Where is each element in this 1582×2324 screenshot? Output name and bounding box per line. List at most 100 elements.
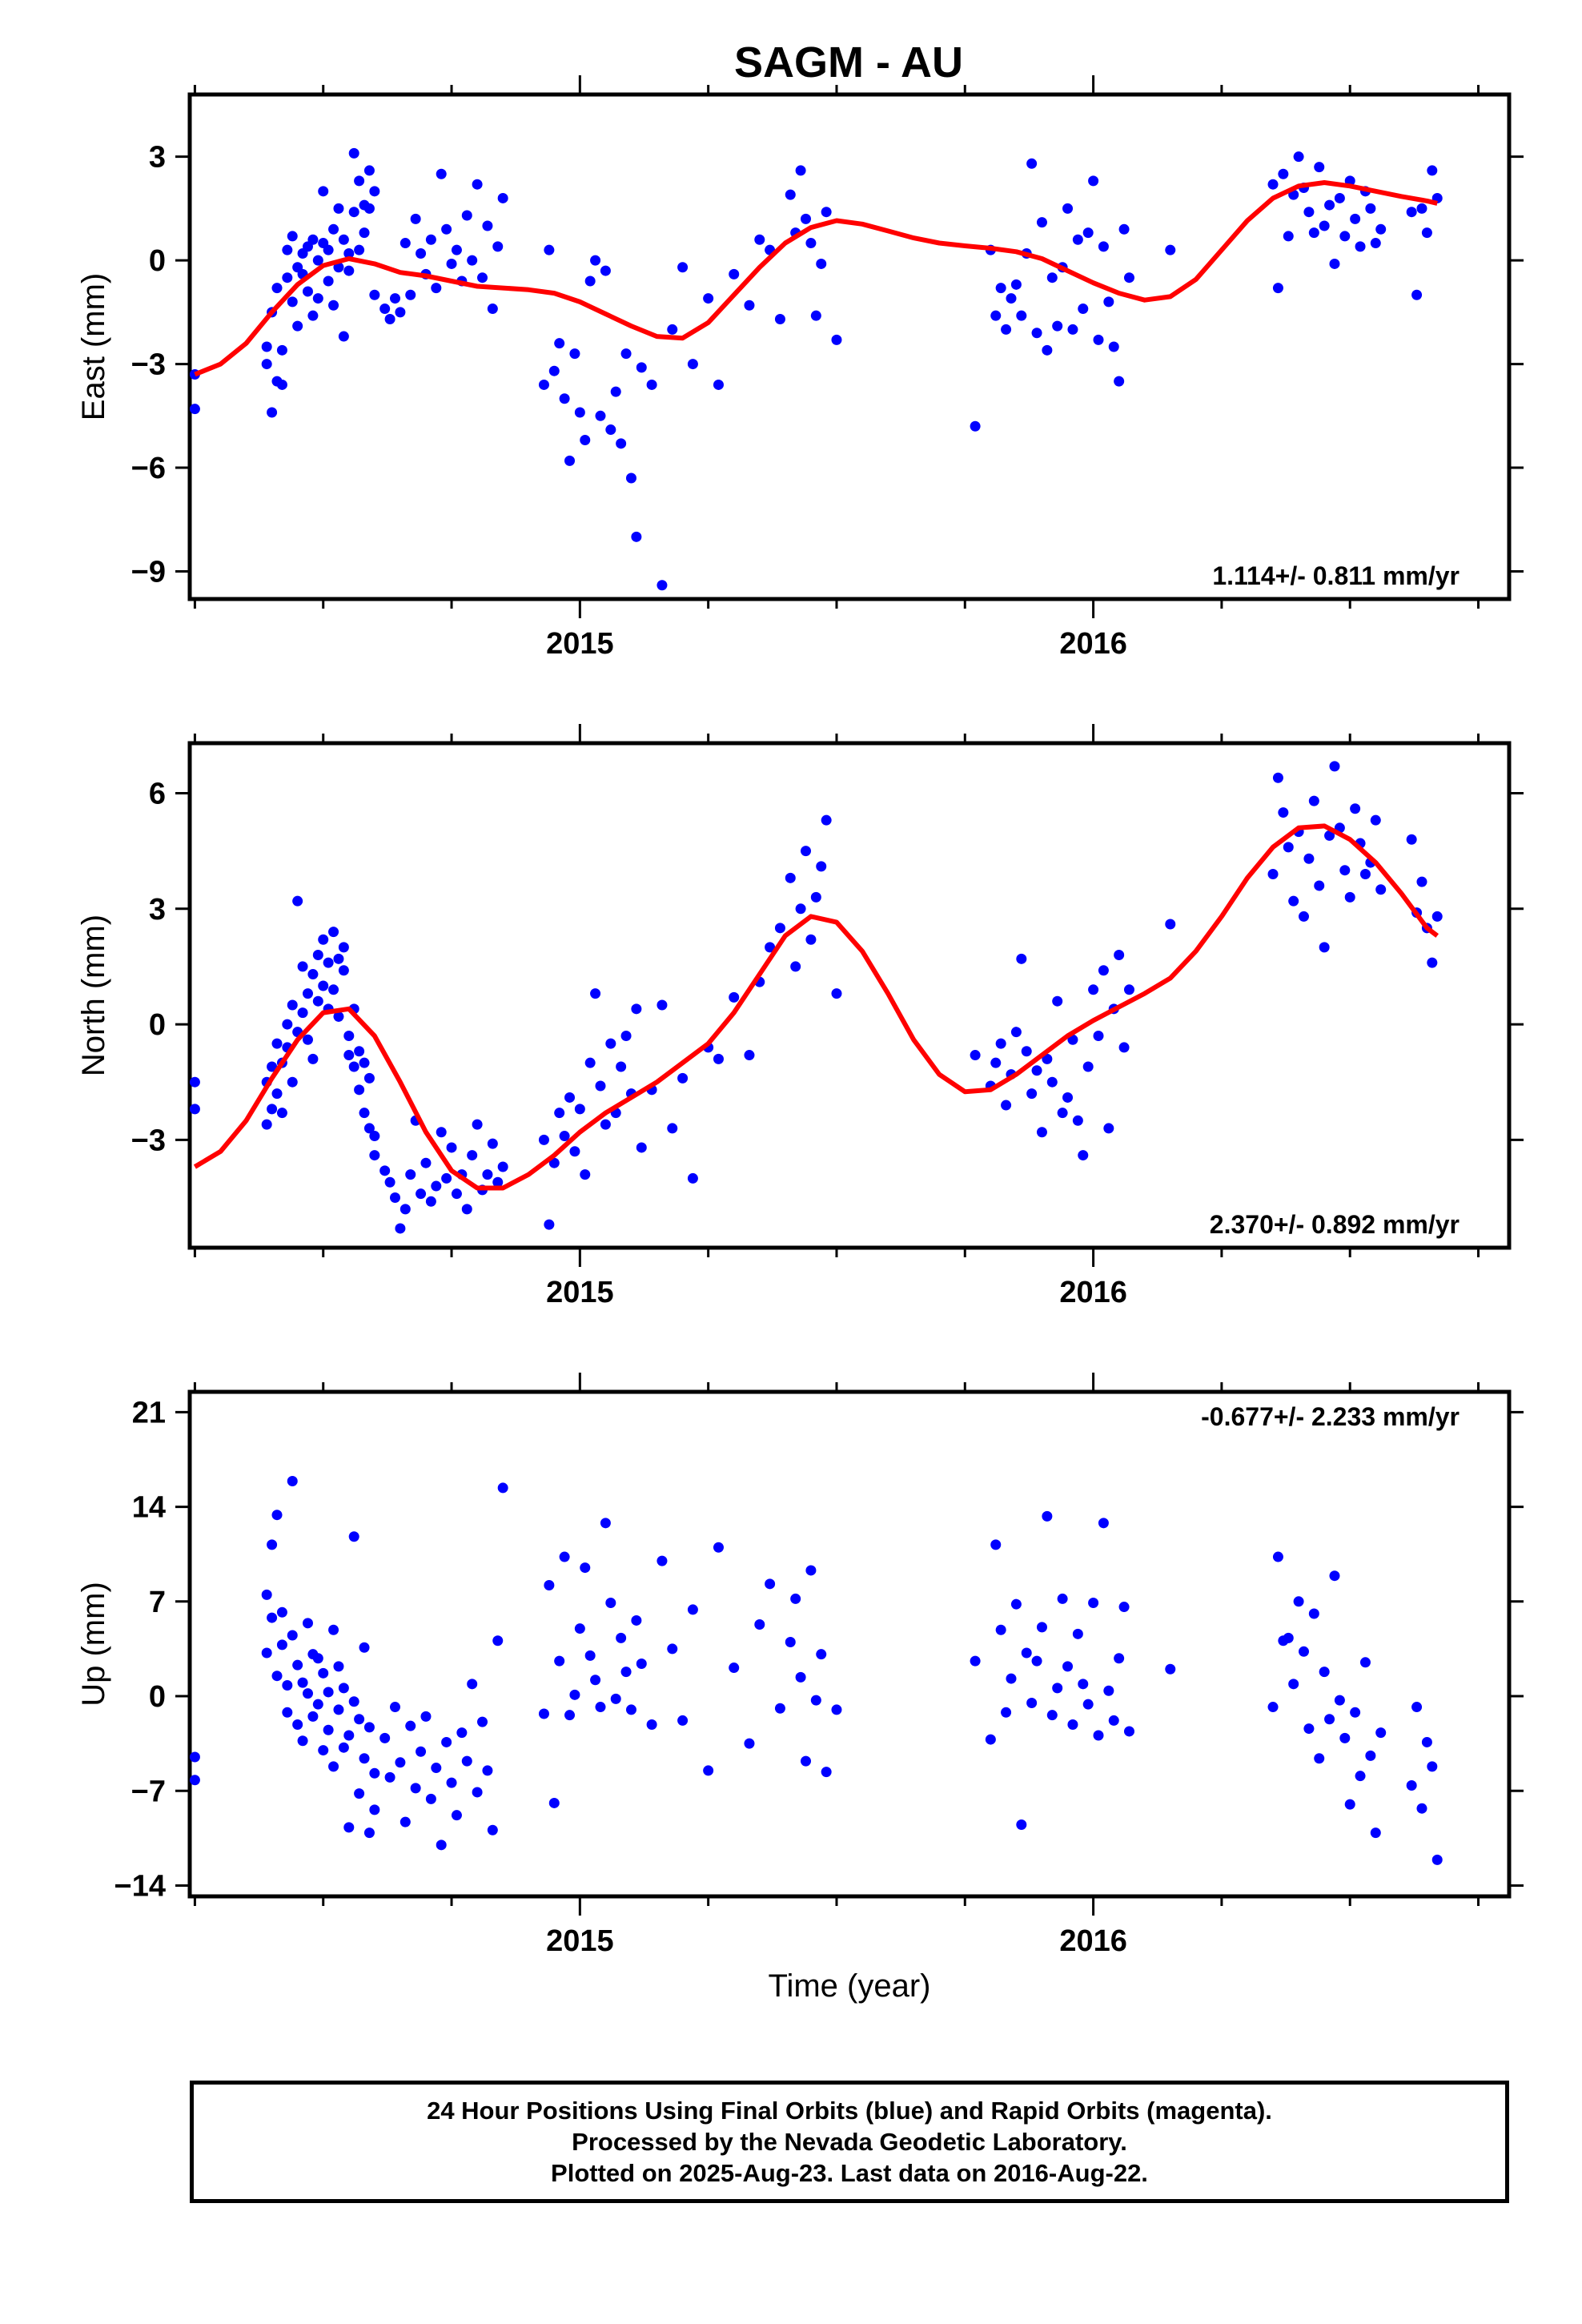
- up-data-point: [544, 1580, 555, 1591]
- east-data-point: [1062, 203, 1074, 214]
- north-data-point: [276, 1108, 287, 1119]
- east-data-point: [482, 220, 493, 231]
- up-data-point: [1272, 1551, 1283, 1562]
- north-data-point: [1339, 865, 1351, 876]
- up-data-point: [359, 1753, 370, 1764]
- east-data-point: [1421, 227, 1432, 239]
- north-data-point: [667, 1123, 678, 1134]
- up-data-point: [790, 1593, 801, 1604]
- up-data-point: [713, 1542, 724, 1553]
- east-data-point: [656, 580, 668, 591]
- north-data-point: [416, 1188, 427, 1200]
- east-data-point: [1411, 289, 1423, 300]
- up-data-point: [1355, 1771, 1366, 1782]
- east-data-point: [970, 420, 981, 432]
- east-data-point: [359, 227, 370, 239]
- north-data-point: [446, 1142, 457, 1153]
- up-data-point: [267, 1539, 278, 1550]
- east-data-point: [1303, 207, 1315, 218]
- east-data-point: [1272, 283, 1283, 294]
- north-data-point: [271, 1038, 283, 1049]
- north-data-point: [343, 1030, 355, 1041]
- east-data-point: [354, 175, 365, 187]
- north-data-point: [1303, 853, 1315, 864]
- east-data-point: [1082, 227, 1094, 239]
- north-data-point: [800, 846, 811, 857]
- north-y-axis-label: North (mm): [76, 915, 111, 1076]
- east-data-point: [477, 272, 488, 283]
- north-data-point: [544, 1219, 555, 1230]
- north-data-point: [431, 1180, 442, 1192]
- north-data-point: [1036, 1127, 1047, 1138]
- east-data-point: [605, 424, 616, 436]
- up-data-point: [1334, 1695, 1345, 1706]
- east-data-point: [467, 255, 478, 266]
- east-data-point: [338, 234, 349, 245]
- up-data-point: [354, 1788, 365, 1799]
- up-y-tick-label: 0: [149, 1680, 166, 1714]
- east-data-point: [287, 231, 298, 242]
- north-data-point: [1062, 1092, 1074, 1103]
- up-data-point: [1072, 1628, 1083, 1639]
- up-data-point: [1078, 1679, 1089, 1690]
- east-data-point: [1293, 151, 1304, 163]
- east-data-point: [631, 531, 642, 542]
- east-data-point: [282, 244, 293, 255]
- east-y-tick-label: 0: [149, 244, 166, 278]
- up-data-point: [369, 1767, 380, 1779]
- east-data-point: [1042, 344, 1053, 356]
- north-x-tick-label: 2015: [546, 1276, 614, 1309]
- up-data-point: [1288, 1679, 1299, 1690]
- north-data-point: [1267, 869, 1279, 880]
- up-data-point: [610, 1693, 621, 1704]
- up-data-point: [1339, 1732, 1351, 1743]
- up-data-point: [431, 1763, 442, 1774]
- east-data-point: [625, 472, 636, 484]
- up-data-point: [646, 1719, 657, 1730]
- up-data-point: [292, 1659, 303, 1671]
- east-data-point: [487, 304, 498, 315]
- east-data-point: [354, 244, 365, 255]
- north-data-point: [1016, 953, 1027, 964]
- east-data-point: [497, 192, 508, 203]
- up-data-point: [363, 1827, 375, 1839]
- north-data-point: [487, 1138, 498, 1149]
- up-data-point: [302, 1688, 313, 1699]
- north-data-point: [805, 934, 817, 945]
- north-data-point: [328, 984, 339, 995]
- up-data-point: [564, 1710, 576, 1721]
- up-data-point: [1293, 1596, 1304, 1607]
- north-data-point: [1431, 911, 1443, 922]
- east-data-point: [1370, 238, 1381, 249]
- up-data-point: [538, 1708, 549, 1719]
- up-data-point: [985, 1734, 996, 1745]
- east-data-point: [795, 165, 806, 176]
- east-data-point: [436, 168, 447, 179]
- north-data-point: [580, 1169, 591, 1180]
- east-data-point: [590, 255, 601, 266]
- east-data-point: [333, 262, 344, 273]
- east-data-point: [1031, 328, 1042, 339]
- north-data-point: [1026, 1088, 1038, 1100]
- up-data-point: [348, 1531, 359, 1542]
- east-data-point: [1314, 162, 1325, 173]
- up-data-point: [1267, 1702, 1279, 1713]
- east-data-point: [348, 147, 359, 159]
- north-data-point: [343, 1050, 355, 1061]
- east-data-point: [1088, 175, 1099, 187]
- east-data-point: [1123, 272, 1134, 283]
- north-data-point: [354, 1046, 365, 1057]
- up-data-point: [477, 1716, 488, 1727]
- up-x-tick-label: 2016: [1059, 1924, 1127, 1958]
- east-data-point: [990, 310, 1002, 321]
- east-data-point: [348, 207, 359, 218]
- north-data-point: [472, 1119, 483, 1130]
- east-data-point: [1375, 223, 1387, 235]
- east-data-point: [1006, 293, 1017, 304]
- up-data-point: [379, 1732, 391, 1743]
- up-data-point: [276, 1639, 287, 1651]
- up-data-point: [1319, 1667, 1330, 1678]
- up-data-point: [312, 1653, 323, 1664]
- up-data-point: [1026, 1697, 1038, 1708]
